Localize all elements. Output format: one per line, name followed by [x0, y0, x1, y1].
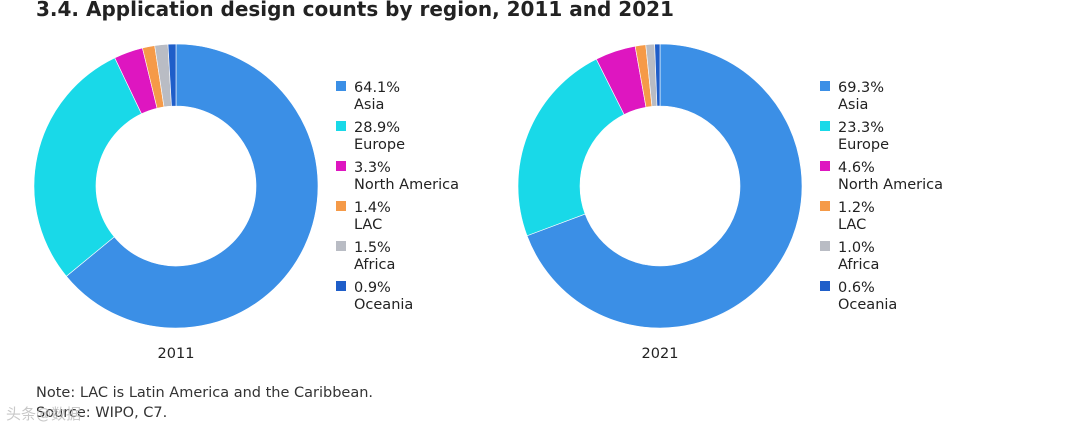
legend-swatch-2011-asia [336, 81, 346, 91]
legend-value-2021-asia: 69.3% [838, 80, 884, 96]
legend-name-2011-asia: Asia [354, 97, 384, 113]
legend-value-2021-north-america: 4.6% [838, 160, 875, 176]
legend-value-2021-europe: 23.3% [838, 120, 884, 136]
watermark: 头条@数据 [6, 405, 82, 423]
legend-name-2011-africa: Africa [354, 257, 395, 273]
legend-swatch-2011-europe [336, 121, 346, 131]
legend-value-2021-africa: 1.0% [838, 240, 875, 256]
legend-name-2021-oceania: Oceania [838, 297, 897, 313]
chart-title: 3.4. Application design counts by region… [36, 0, 674, 21]
donut-slice-2021-oceania [654, 43, 661, 107]
chart-note: Note: LAC is Latin America and the Carib… [36, 385, 374, 401]
chart-source: Source: WIPO, C7. [36, 405, 168, 421]
legend-swatch-2011-north-america [336, 161, 346, 171]
donut-slice-2011-asia [65, 43, 319, 329]
legend-name-2021-north-america: North America [838, 177, 943, 193]
year-label-2011: 2011 [158, 346, 195, 362]
legend-swatch-2021-oceania [820, 281, 830, 291]
legend-swatch-2021-north-america [820, 161, 830, 171]
legend-swatch-2011-oceania [336, 281, 346, 291]
legend-value-2011-africa: 1.5% [354, 240, 391, 256]
legend-value-2011-north-america: 3.3% [354, 160, 391, 176]
legend-name-2021-africa: Africa [838, 257, 879, 273]
legend-name-2011-oceania: Oceania [354, 297, 413, 313]
legend-name-2011-north-america: North America [354, 177, 459, 193]
legend-value-2021-lac: 1.2% [838, 200, 875, 216]
legend-value-2011-europe: 28.9% [354, 120, 400, 136]
legend-swatch-2021-africa [820, 241, 830, 251]
legend-name-2011-europe: Europe [354, 137, 405, 153]
legend-value-2011-oceania: 0.9% [354, 280, 391, 296]
legend-name-2021-europe: Europe [838, 137, 889, 153]
donut-slice-2011-europe [33, 57, 142, 277]
legend-swatch-2011-africa [336, 241, 346, 251]
legend-value-2011-lac: 1.4% [354, 200, 391, 216]
legend-name-2011-lac: LAC [354, 217, 382, 233]
year-label-2021: 2021 [642, 346, 679, 362]
donut-slice-2021-europe [517, 58, 625, 237]
legend-name-2021-asia: Asia [838, 97, 868, 113]
donut-slice-2021-asia [526, 43, 803, 329]
legend-swatch-2021-europe [820, 121, 830, 131]
donut-slice-2011-oceania [167, 43, 177, 107]
legend-swatch-2011-lac [336, 201, 346, 211]
legend-value-2021-oceania: 0.6% [838, 280, 875, 296]
legend-swatch-2021-asia [820, 81, 830, 91]
legend-value-2011-asia: 64.1% [354, 80, 400, 96]
legend-swatch-2021-lac [820, 201, 830, 211]
legend-name-2021-lac: LAC [838, 217, 866, 233]
